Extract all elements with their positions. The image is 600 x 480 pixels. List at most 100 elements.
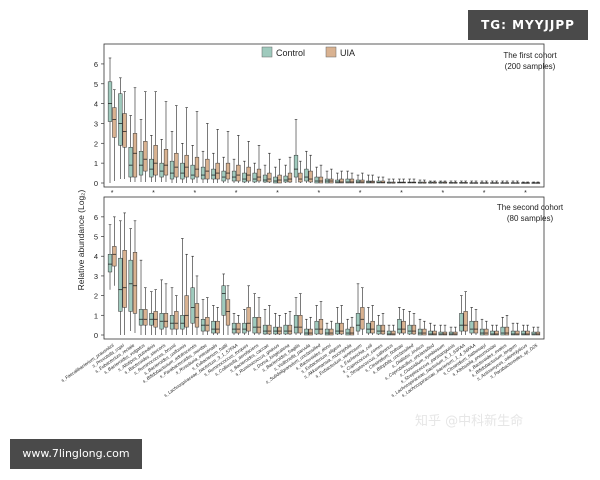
box-uia <box>236 322 241 334</box>
box-control <box>510 330 516 336</box>
panel-title-second: The second cohort <box>497 203 564 212</box>
box-control <box>242 322 247 334</box>
box-uia <box>380 324 386 335</box>
panel-subtitle-second: (80 samples) <box>507 214 554 223</box>
box-uia <box>184 295 189 328</box>
box-uia <box>287 172 293 183</box>
box-control <box>273 326 278 335</box>
box-uia <box>122 113 127 148</box>
box-uia <box>153 145 158 176</box>
plot-frame <box>103 196 545 340</box>
box-uia <box>215 320 220 334</box>
box-control <box>335 322 340 335</box>
box-control <box>469 320 474 334</box>
box-uia <box>112 107 117 138</box>
significance-marker: * <box>483 190 486 197</box>
box-uia <box>422 328 427 336</box>
box-control <box>500 326 505 336</box>
box-control <box>335 179 340 184</box>
box-control <box>262 324 268 335</box>
box-control <box>479 328 485 336</box>
box-control <box>521 330 526 336</box>
box-uia <box>267 324 272 335</box>
y-tick-label: 0 <box>94 331 98 340</box>
y-tick-label: 3 <box>94 272 98 281</box>
panel-title-first: The first cohort <box>503 51 557 60</box>
x-tick-labels: s_Faecalibacterium_prausnitziis_Prevotel… <box>60 342 539 398</box>
box-control <box>397 318 402 334</box>
box-control <box>149 158 154 178</box>
box-control <box>128 147 133 178</box>
box-uia <box>277 174 282 184</box>
legend-swatch-control <box>261 46 273 58</box>
box-control <box>200 166 206 180</box>
box-uia <box>236 164 241 182</box>
box-control <box>428 330 433 336</box>
box-control <box>252 317 257 334</box>
box-control <box>417 328 423 336</box>
box-control <box>252 172 257 183</box>
box-control <box>304 168 309 182</box>
box-control <box>531 331 536 336</box>
box-uia <box>463 311 468 332</box>
box-uia <box>287 324 293 335</box>
box-control <box>169 315 175 330</box>
box-uia <box>411 324 417 335</box>
box-control <box>293 154 299 178</box>
box-uia <box>194 156 200 178</box>
box-uia <box>163 313 169 328</box>
box-control <box>231 170 237 182</box>
box-control <box>283 175 288 183</box>
box-control <box>190 164 195 180</box>
watermark-bottom-right: 知乎 @中科新生命 <box>415 414 524 429</box>
box-control <box>355 313 361 332</box>
box-uia <box>380 180 386 184</box>
y-tick-label: 3 <box>94 119 98 128</box>
box-control <box>107 254 113 273</box>
box-uia <box>215 162 220 180</box>
y-tick-label: 1 <box>94 159 98 168</box>
box-control <box>138 150 144 176</box>
box-uia <box>205 158 210 180</box>
box-uia <box>184 154 189 178</box>
box-uia <box>473 320 479 334</box>
box-uia <box>143 141 148 172</box>
box-uia <box>256 168 262 182</box>
box-control <box>107 81 113 122</box>
box-control <box>169 160 175 180</box>
box-control <box>180 315 185 330</box>
box-uia <box>298 172 303 183</box>
box-uia <box>360 307 365 330</box>
box-control <box>118 257 123 312</box>
box-uia <box>132 133 138 178</box>
box-uia <box>132 252 138 314</box>
box-uia <box>453 331 458 336</box>
box-uia <box>391 330 396 336</box>
box-uia <box>194 303 200 328</box>
box-control <box>262 174 268 183</box>
box-uia <box>246 307 251 332</box>
box-control <box>293 315 299 334</box>
significance-marker: * <box>317 190 320 197</box>
box-control <box>118 93 123 146</box>
box-uia <box>225 299 231 326</box>
box-control <box>376 180 381 184</box>
box-control <box>459 313 464 332</box>
y-tick-label: 0 <box>94 179 98 188</box>
box-control <box>345 178 350 184</box>
box-control <box>283 324 288 335</box>
legend-label-uia: UIA <box>340 48 355 58</box>
box-uia <box>442 331 448 336</box>
panel-subtitle-first: (200 samples) <box>505 62 556 71</box>
box-control <box>407 324 412 335</box>
legend-label-control: Control <box>276 48 305 58</box>
box-control <box>138 309 144 326</box>
box-uia <box>174 152 179 178</box>
box-control <box>438 331 443 336</box>
significance-marker: * <box>441 190 444 197</box>
y-tick-label: 2 <box>94 292 98 301</box>
box-uia <box>339 178 344 184</box>
significance-marker: * <box>524 190 527 197</box>
box-uia <box>246 166 251 182</box>
